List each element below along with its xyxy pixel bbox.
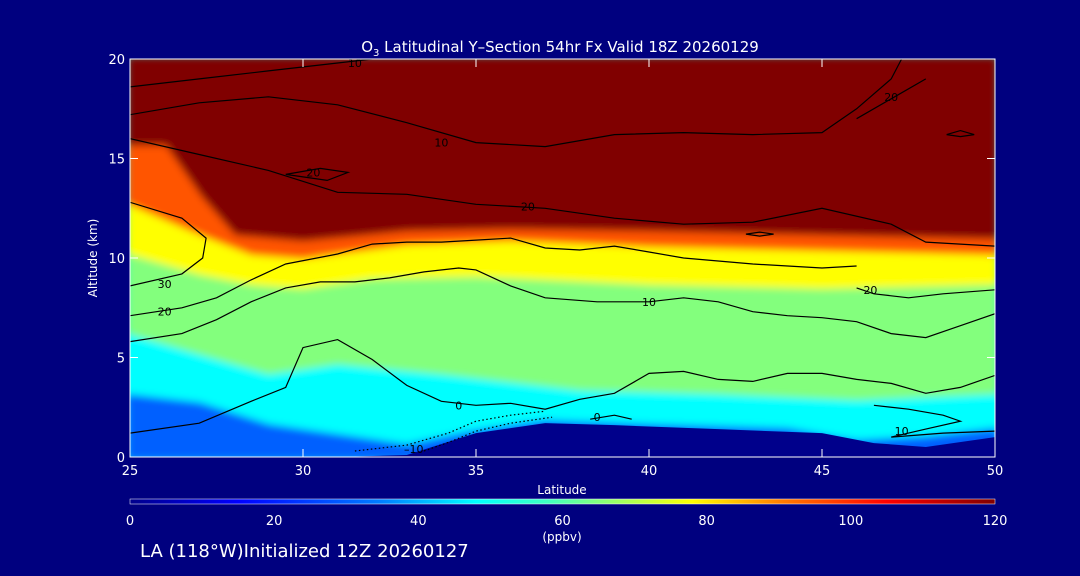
contour-line-12 [873, 404, 995, 438]
contour-line-3 [856, 78, 927, 120]
contour-label: 20 [863, 284, 877, 297]
x-tick-label: 40 [641, 464, 658, 479]
contour-label: –10 [404, 443, 424, 456]
contour-line-9 [856, 287, 995, 299]
y-tick-label: 10 [108, 252, 125, 267]
chart-title: O3 Latitudinal Y–Section 54hr Fx Valid 1… [361, 38, 759, 59]
colorbar-tick-label: 100 [838, 514, 863, 529]
contour-label: 10 [895, 425, 909, 438]
colorbar-tick-label: 120 [983, 514, 1008, 529]
x-tick-label: 30 [295, 464, 312, 479]
x-tick-label: 35 [468, 464, 485, 479]
band-terrain [130, 423, 995, 457]
contour-line-13 [590, 414, 632, 420]
x-axis-label: Latitude [537, 483, 586, 497]
colorbar-tick-label: 60 [554, 514, 571, 529]
contour-line-10 [130, 267, 995, 343]
axes: 25 30 35 40 45 50 0 5 10 15 20 [108, 53, 1003, 479]
contour-line-4 [285, 167, 351, 182]
y-axis-label: Altitude (km) [86, 219, 100, 298]
colorbar-tick-label: 80 [698, 514, 715, 529]
contour-line-1 [130, 59, 903, 148]
contour-label: 20 [306, 166, 320, 179]
contour-label: 20 [884, 91, 898, 104]
x-tick-label: 25 [122, 464, 139, 479]
x-tick-label: 50 [987, 464, 1004, 479]
contour-label: 0 [455, 399, 462, 412]
contour-label: 20 [521, 200, 535, 213]
contour-line-7 [130, 201, 207, 287]
footer-info: LA (118°W)Initialized 12Z 20260127 [140, 541, 469, 562]
colorbar-tick-label: 0 [126, 514, 134, 529]
title-text: O3 Latitudinal Y–Section 54hr Fx Valid 1… [361, 38, 759, 59]
contour-label: 10 [348, 57, 362, 70]
contour-line-2 [130, 138, 995, 247]
y-tick-label: 5 [117, 352, 125, 367]
y-tick-label: 0 [117, 451, 125, 466]
colorbar-gradient [129, 498, 996, 505]
y-tick-label: 15 [108, 153, 125, 168]
contour-label: 30 [158, 278, 172, 291]
contour-lines: 10 10 20 20 20 30 20 20 10 0 10 0 –10 [130, 57, 995, 456]
band-red-stratosphere [130, 59, 995, 248]
contour-label: 10 [642, 296, 656, 309]
heatmap-field [130, 59, 995, 457]
contour-label: 0 [594, 411, 601, 424]
dotted-contour-1 [423, 416, 553, 452]
contour-line-11 [130, 338, 995, 434]
contour-line-8 [130, 237, 857, 317]
contour-line-0 [130, 59, 373, 88]
contour-line-6 [745, 231, 774, 237]
colorbar-tick-label: 40 [410, 514, 427, 529]
x-tick-label: 45 [814, 464, 831, 479]
colorbar-unit-label: (ppbv) [542, 530, 581, 544]
colorbar: 0 20 40 60 80 100 120 [126, 498, 1008, 529]
contour-line-5 [946, 129, 975, 138]
contour-label: 20 [158, 306, 172, 319]
colorbar-tick-label: 20 [266, 514, 283, 529]
contour-label: 10 [434, 137, 448, 150]
y-tick-label: 20 [108, 53, 125, 68]
